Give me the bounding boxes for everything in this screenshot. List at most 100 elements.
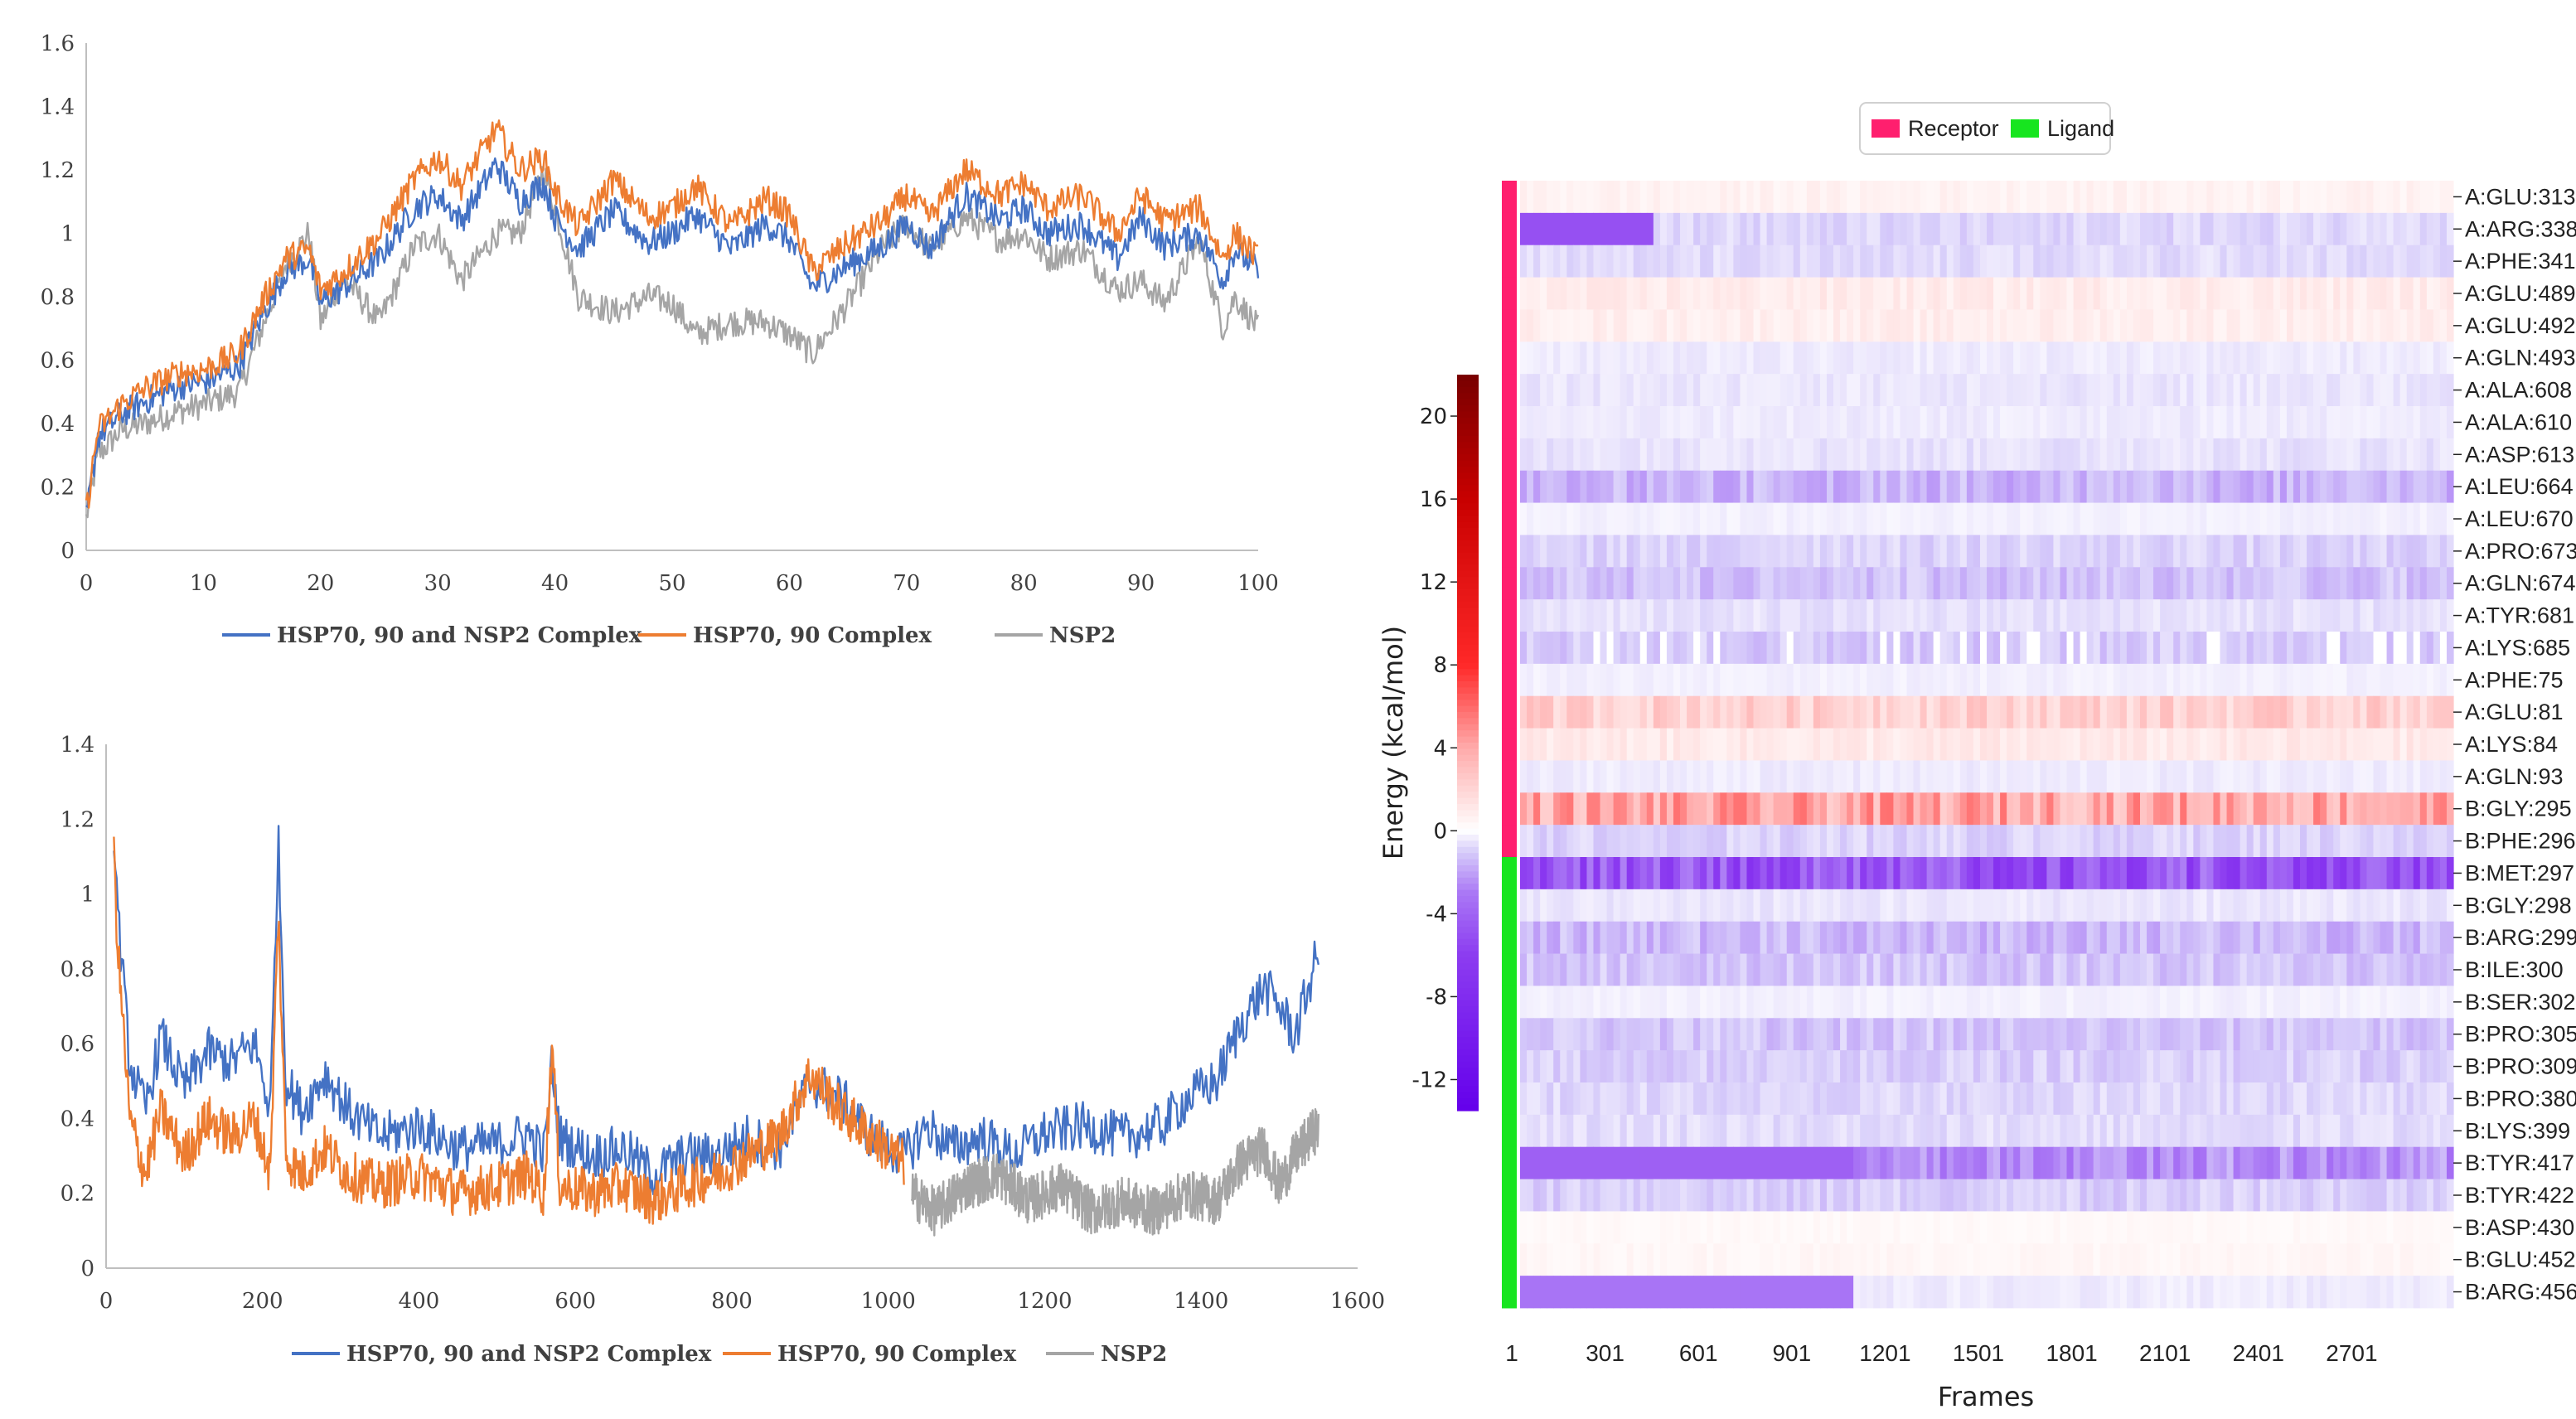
heatmap-cell [2266,181,2274,214]
heatmap-cell [2333,181,2341,214]
heatmap-cell [2026,728,2034,761]
heatmap-cell [2220,695,2228,729]
heatmap-cell [2433,953,2441,986]
heatmap-cell [2426,1114,2434,1148]
heatmap-cell [2433,502,2441,535]
heatmap-cell [2153,438,2161,472]
heatmap-cell [2007,695,2014,729]
heatmap-cell [1900,535,1908,568]
heatmap-cell [2406,889,2414,923]
heatmap-cell [1573,728,1581,761]
heatmap-cell [2233,1243,2241,1276]
heatmap-cell [2213,535,2221,568]
heatmap-cell [1733,1146,1741,1179]
heatmap-cell [2139,245,2147,278]
heatmap-cell [2406,728,2414,761]
heatmap-cell [2080,889,2088,923]
heatmap-cell [2279,1179,2288,1212]
heatmap-cell [1626,277,1634,310]
heatmap-cell [1593,341,1601,375]
heatmap-cell [2167,245,2174,278]
heatmap-cell [2213,728,2221,761]
heatmap-cell [1547,309,1554,342]
heatmap-cell [2133,1082,2141,1116]
row-label: B:ILE:300 [2465,957,2564,982]
heatmap-cell [2439,406,2448,439]
heatmap-cell [1560,1243,1567,1276]
heatmap-cell [2000,181,2007,214]
heatmap-cell [2000,695,2007,729]
heatmap-cell [2113,792,2121,826]
heatmap-cell [2213,792,2221,826]
heatmap-cell [1620,567,1628,600]
heatmap-cell [1693,1146,1701,1179]
heatmap-cell [1893,438,1901,472]
heatmap-cell [1893,825,1901,858]
heatmap-cell [2360,632,2368,665]
heatmap-cell [2413,953,2421,986]
heatmap-cell [2226,567,2235,600]
heatmap-cell [1726,986,1734,1019]
heatmap-cell [1886,760,1894,793]
heatmap-cell [2406,1050,2414,1083]
heatmap-cell [2293,599,2301,632]
heatmap-cell [1867,953,1874,986]
heatmap-cell [1953,857,1961,890]
heatmap-cell [1826,695,1834,729]
heatmap-cell [2119,1243,2128,1276]
heatmap-cell [2206,889,2215,923]
heatmap-cell [1840,1018,1847,1051]
heatmap-cell [1873,535,1881,568]
heatmap-cell [1939,760,1948,793]
heatmap-cell [1893,212,1901,246]
heatmap-cell [2007,1018,2014,1051]
heatmap-cell [1560,953,1567,986]
heatmap-cell [1533,470,1541,503]
heatmap-cell [1926,470,1934,503]
heatmap-cell [2099,760,2108,793]
heatmap-cell [2353,953,2361,986]
heatmap-cell [1633,374,1641,407]
heatmap-cell [1813,245,1821,278]
heatmap-cell [1580,663,1588,697]
heatmap-cell [1613,1050,1621,1083]
heatmap-cell [1540,438,1547,472]
heatmap-cell [1600,663,1608,697]
heatmap-cell [1860,374,1867,407]
heatmap-cell [2126,599,2134,632]
heatmap-cell [1593,406,1601,439]
heatmap-cell [1613,825,1621,858]
heatmap-cell [1580,1082,1588,1116]
heatmap-cell [1779,1018,1788,1051]
heatmap-cell [2433,986,2441,1019]
heatmap-cell [1819,1146,1828,1179]
heatmap-cell [2167,181,2174,214]
heatmap-cell [2253,245,2261,278]
heatmap-cell [1639,535,1648,568]
heatmap-cell [1626,792,1634,826]
heatmap-cell [2093,953,2101,986]
heatmap-cell [1920,181,1928,214]
heatmap-cell [1726,1276,1734,1309]
heatmap-cell [2046,1179,2055,1212]
heatmap-cell [2399,986,2408,1019]
heatmap-cell [1639,1114,1648,1148]
heatmap-cell [1766,245,1775,278]
heatmap-cell [1920,1050,1928,1083]
heatmap-cell [2099,502,2108,535]
heatmap-cell [1620,406,1628,439]
heatmap-cell [2293,921,2301,954]
heatmap-cell [1560,535,1567,568]
heatmap-cell [2333,309,2341,342]
heatmap-cell [1933,1050,1941,1083]
heatmap-cell [2366,438,2375,472]
heatmap-cell [2220,889,2228,923]
heatmap-cell [2360,728,2368,761]
heatmap-cell [1560,1211,1567,1244]
heatmap-cell [1613,663,1621,697]
heatmap-cell [2106,1179,2114,1212]
heatmap-cell [1666,1050,1674,1083]
heatmap-cell [1533,663,1541,697]
heatmap-cell [2293,181,2301,214]
heatmap-cell [2180,309,2187,342]
